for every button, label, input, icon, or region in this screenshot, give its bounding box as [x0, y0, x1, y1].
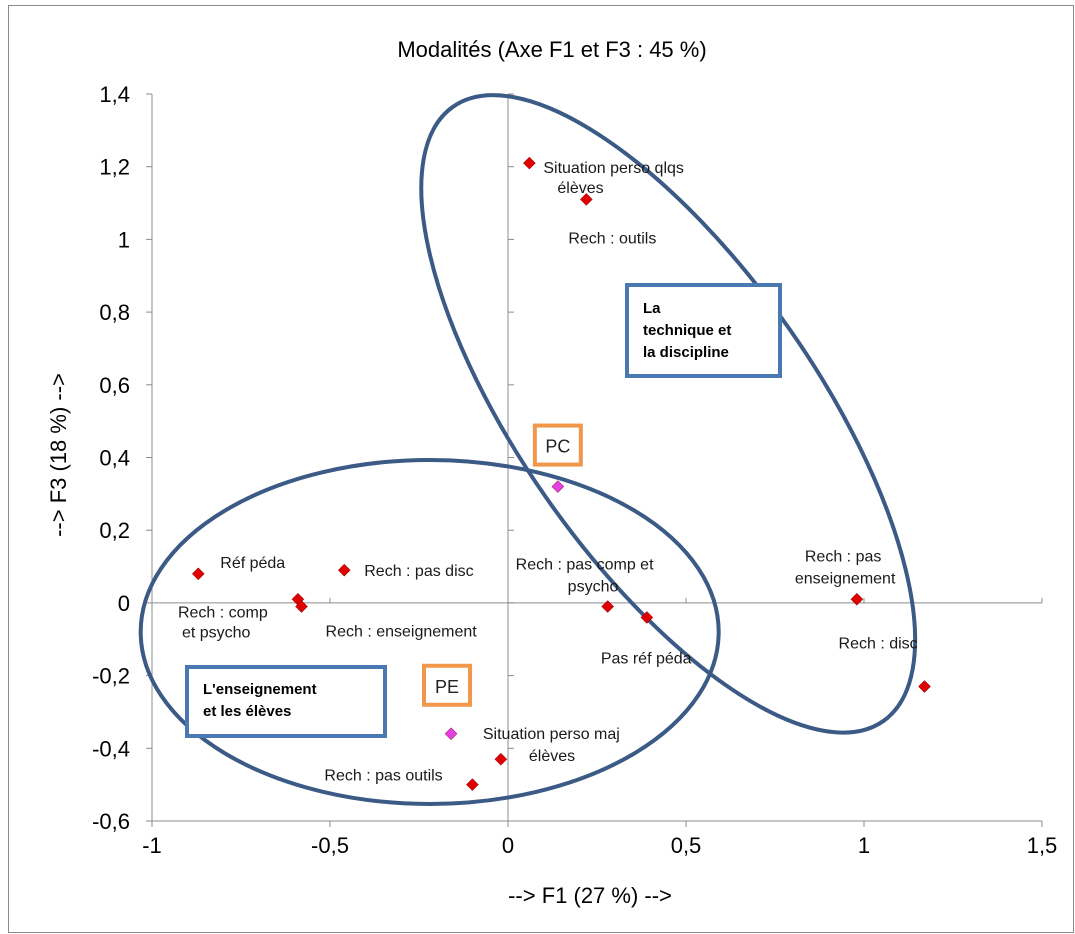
- point-label-10-0: Situation perso maj: [483, 726, 620, 743]
- point-label-6-0: Rech : pas comp et: [516, 557, 654, 574]
- annotation-box-enseignement: L'enseignement et les élèves: [185, 665, 387, 738]
- x-tick-label: -0,5: [311, 833, 349, 858]
- x-tick-label: 1,5: [1027, 833, 1058, 858]
- x-tick-label: 0,5: [671, 833, 702, 858]
- point-label-4-0: Rech : comp: [178, 604, 268, 621]
- chart-title: Modalités (Axe F1 et F3 : 45 %): [397, 37, 706, 62]
- point-label-0-0: Situation perso qlqs: [543, 160, 684, 177]
- data-point-13: [444, 727, 458, 741]
- data-point-12: [551, 480, 565, 493]
- annotation-enseignement-line-2: et les élèves: [203, 703, 291, 720]
- ellipse-technique: [419, 93, 918, 735]
- point-label-4-1: et psycho: [182, 624, 251, 641]
- point-label-5-0: Rech : enseignement: [326, 624, 478, 641]
- x-axis-title: --> F1 (27 %) -->: [508, 883, 672, 908]
- group-ellipses: [138, 93, 918, 806]
- axes: -1 -0,5 0 0,5 1 1,5 1,4 1,2 1 0,8 0,6 0,4 0,2 0 -0,2 -0…: [92, 82, 1057, 858]
- chart-frame: [8, 5, 1074, 933]
- y-tick-label: 0,4: [99, 446, 130, 471]
- point-label-7-0: Pas réf péda: [601, 650, 692, 667]
- tag-label-pc: PC: [545, 437, 570, 457]
- point-label-8-1: enseignement: [795, 570, 896, 587]
- y-tick-label: -0,4: [92, 736, 130, 761]
- data-point-7: [640, 611, 654, 624]
- point-label-3-0: Rech : pas disc: [364, 563, 473, 580]
- data-points: [191, 156, 931, 792]
- point-label-10-1: élèves: [529, 748, 575, 765]
- annotation-box-technique: La technique et la discipline: [625, 283, 782, 378]
- tag-label-pe: PE: [435, 677, 459, 697]
- annotation-technique-line-3: la discipline: [643, 344, 729, 361]
- y-axis-title: --> F3 (18 %) -->: [46, 373, 71, 537]
- point-label-9-0: Rech : disc: [839, 636, 918, 653]
- tag-box-pc: [532, 423, 583, 467]
- tag-box-pe: [422, 663, 473, 707]
- point-label-11-0: Rech : pas outils: [324, 768, 442, 785]
- point-label-2-0: Réf péda: [220, 555, 285, 572]
- data-point-6: [601, 600, 615, 613]
- data-point-9: [918, 680, 931, 693]
- annotation-enseignement-line-1: L'enseignement: [203, 681, 317, 698]
- data-point-0: [523, 156, 536, 170]
- data-point-1: [579, 193, 593, 206]
- y-tick-label: 0,2: [99, 518, 130, 543]
- x-tick-label: -1: [142, 833, 162, 858]
- y-tick-label: 1,2: [99, 155, 130, 180]
- data-point-3: [337, 563, 351, 577]
- point-label-0-1: élèves: [557, 180, 603, 197]
- data-point-10: [494, 752, 508, 766]
- data-point-8: [850, 592, 864, 606]
- point-label-1-0: Rech : outils: [568, 230, 656, 247]
- ellipse-enseignement: [138, 457, 721, 806]
- x-tick-label: 0: [502, 833, 514, 858]
- x-tick-label: 1: [858, 833, 870, 858]
- annotation-technique-line-1: La: [643, 300, 661, 317]
- annotation-technique-line-2: technique et: [643, 322, 731, 339]
- data-point-2: [191, 567, 205, 581]
- data-point-11: [466, 778, 479, 792]
- y-tick-label: 1,4: [99, 82, 130, 107]
- y-tick-label: 1: [118, 227, 130, 252]
- y-tick-label: 0,8: [99, 300, 130, 325]
- point-labels: PC PE Situation perso qlqs élèves Rech : out…: [178, 160, 918, 785]
- y-tick-label: 0,6: [99, 373, 130, 398]
- point-label-6-1: psycho: [568, 579, 619, 596]
- y-tick-label: 0: [118, 591, 130, 616]
- data-point-5: [295, 600, 308, 613]
- y-tick-label: -0,6: [92, 809, 130, 834]
- point-label-8-0: Rech : pas: [805, 548, 881, 565]
- y-tick-label: -0,2: [92, 664, 130, 689]
